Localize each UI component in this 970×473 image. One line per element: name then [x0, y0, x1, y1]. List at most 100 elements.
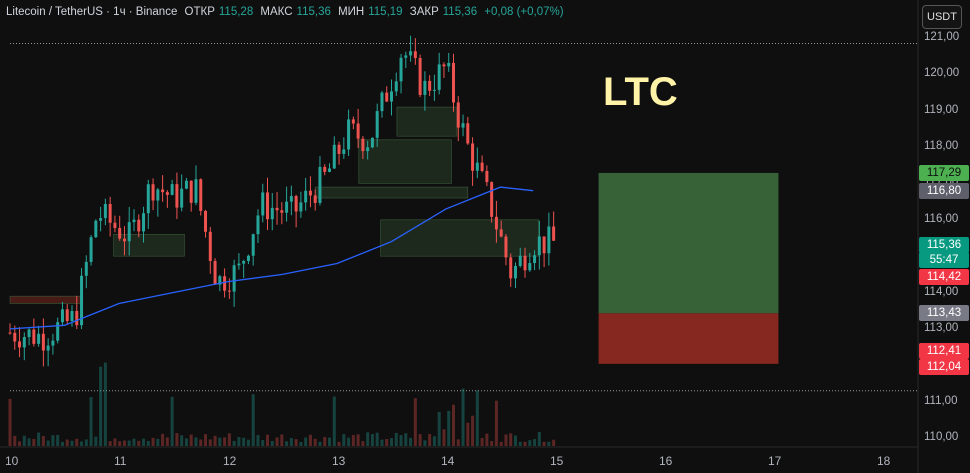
volume-bar	[242, 437, 246, 446]
volume-bar	[27, 438, 31, 446]
candle-body	[232, 265, 236, 292]
volume-bar	[60, 441, 64, 446]
time-axis-tick: 18	[877, 454, 891, 468]
volume-bar	[323, 437, 327, 446]
candle-body	[304, 190, 308, 203]
volume-bar	[370, 434, 374, 446]
volume-bar	[113, 438, 117, 446]
volume-bar	[184, 438, 188, 446]
candle-body	[499, 229, 503, 237]
level-a-price-tag: 116,80	[919, 183, 969, 199]
open-label: ОТКР	[184, 6, 215, 18]
volume-bar	[442, 429, 446, 446]
candle-body	[323, 166, 327, 172]
currency-button[interactable]: USDT	[922, 5, 962, 29]
candle-body	[456, 102, 460, 128]
volume-bar	[552, 439, 556, 446]
candle-body	[113, 222, 117, 228]
candle-body	[208, 231, 212, 261]
volume-bar	[151, 437, 155, 446]
candle-body	[347, 119, 351, 150]
candle-body	[513, 265, 517, 279]
volume-bar	[261, 439, 265, 446]
candle-body	[218, 276, 222, 285]
volume-bar	[46, 440, 50, 446]
candle-body	[99, 218, 103, 221]
candle-body	[385, 92, 389, 102]
price-axis-tick: 118,00	[924, 140, 959, 153]
volume-bar	[146, 440, 150, 446]
profit-zone	[598, 172, 779, 314]
candle-body	[194, 179, 198, 203]
candle-body	[251, 234, 255, 256]
candle-body	[60, 309, 64, 323]
candle-body	[270, 207, 274, 220]
volume-bar	[547, 441, 551, 446]
candle-body	[175, 184, 179, 208]
candle-body	[494, 216, 498, 230]
candle-body	[394, 81, 398, 92]
volume-bar	[142, 438, 146, 446]
low-label: МИН	[338, 6, 365, 18]
candle-body	[261, 192, 265, 216]
candle-body	[437, 64, 441, 90]
volume-bar	[342, 434, 346, 446]
volume-bar	[218, 437, 222, 446]
volume-bar	[65, 439, 69, 446]
price-axis-tick: 110,00	[924, 431, 959, 443]
volume-bar	[137, 440, 141, 446]
volume-bar	[237, 437, 241, 446]
candle-body	[280, 210, 284, 213]
candle-body	[542, 236, 546, 254]
volume-bar	[461, 388, 465, 446]
volume-bar	[432, 436, 436, 446]
volume-bar	[270, 440, 274, 446]
candle-body	[418, 58, 422, 95]
candle-body	[108, 204, 112, 223]
volume-bar	[513, 435, 517, 446]
candle-body	[428, 80, 432, 91]
candle-body	[161, 189, 165, 193]
candle-body	[351, 119, 355, 124]
volume-bar	[246, 439, 250, 446]
volume-bar	[318, 441, 322, 446]
level-d-price-tag: 112,41	[919, 343, 969, 359]
volume-bar	[456, 439, 460, 446]
candle-body	[180, 188, 184, 208]
volume-bar	[375, 432, 379, 446]
time-axis-tick: 11	[114, 454, 127, 468]
symbol-header: Litecoin / TetherUS · 1ч · Binance ОТКР 1…	[6, 6, 568, 18]
countdown-tag: 55:47	[919, 252, 969, 268]
volume-bar	[118, 441, 122, 446]
volume-bar	[533, 439, 537, 446]
close-label: ЗАКР	[409, 6, 439, 18]
volume-bar	[127, 440, 131, 446]
volume-bar	[332, 396, 336, 446]
candle-body	[22, 337, 26, 348]
time-axis-tick: 16	[659, 454, 673, 468]
candle-body	[404, 55, 408, 58]
candle-body	[504, 236, 508, 258]
candle-body	[471, 143, 475, 171]
volume-bar	[56, 434, 60, 446]
volume-bar	[480, 438, 484, 446]
volume-bar	[170, 396, 174, 446]
candle-body	[447, 62, 451, 67]
volume-bar	[361, 441, 365, 446]
volume-bar	[356, 434, 360, 446]
volume-bar	[161, 433, 165, 446]
candle-body	[242, 261, 246, 264]
volume-bar	[308, 434, 312, 446]
candle-body	[451, 62, 455, 103]
volume-bar	[256, 435, 260, 446]
volume-bar	[204, 434, 208, 446]
candle-body	[199, 179, 203, 211]
candle-body	[413, 51, 417, 59]
candle-body	[289, 196, 293, 202]
candle-body	[528, 262, 532, 271]
candle-body	[13, 332, 17, 342]
volume-bar	[99, 366, 103, 446]
candle-body	[490, 182, 494, 217]
volume-bar	[509, 433, 513, 446]
